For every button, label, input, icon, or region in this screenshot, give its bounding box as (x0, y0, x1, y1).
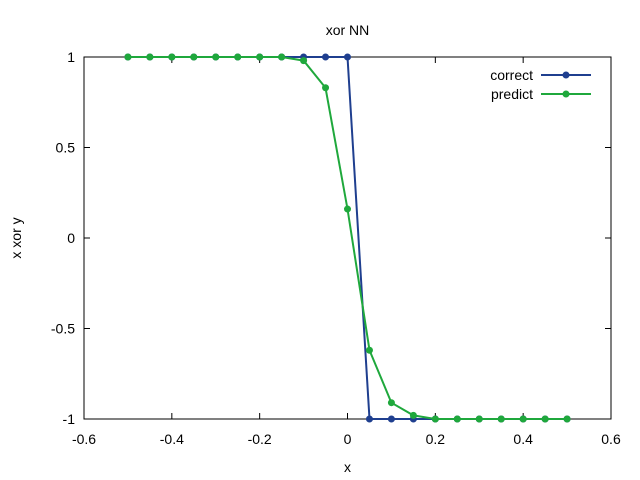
y-tick-label: -0.5 (51, 321, 75, 337)
data-point-correct (365, 415, 373, 423)
plot-frame (83, 56, 612, 420)
y-tick-label: 0 (67, 230, 75, 246)
data-point-predict (256, 53, 264, 61)
legend-swatch-marker (562, 90, 570, 98)
data-point-correct (387, 415, 395, 423)
data-point-predict (453, 415, 461, 423)
data-point-correct (322, 53, 330, 61)
series-correct (124, 53, 571, 423)
data-point-predict (146, 53, 154, 61)
series-line-correct (127, 56, 568, 420)
legend-swatch-marker (562, 71, 570, 79)
data-point-predict (322, 84, 330, 92)
x-tick-label: -0.6 (72, 431, 96, 447)
y-tick-label: -1 (63, 411, 76, 427)
data-point-predict (387, 399, 395, 407)
series-layer (124, 53, 571, 423)
x-tick-label: 0.6 (601, 431, 621, 447)
x-tick-label: 0 (344, 431, 352, 447)
x-tick-label: 0.2 (426, 431, 446, 447)
data-point-predict (344, 205, 351, 213)
x-axis-label: x (344, 459, 351, 475)
x-tick-label: -0.4 (160, 431, 184, 447)
data-point-predict (168, 53, 176, 61)
data-point-predict (563, 415, 571, 423)
data-point-predict (234, 53, 242, 61)
x-tick-label: -0.2 (248, 431, 272, 447)
data-point-predict (124, 53, 132, 61)
data-point-predict (541, 415, 549, 423)
data-point-predict (519, 415, 527, 423)
data-point-predict (190, 53, 198, 61)
y-tick-label: 0.5 (56, 140, 76, 156)
data-point-predict (300, 57, 308, 65)
data-point-predict (409, 411, 417, 419)
series-predict (124, 53, 571, 423)
y-tick-label: 1 (67, 49, 75, 65)
data-point-predict (475, 415, 483, 423)
data-point-predict (278, 53, 286, 61)
series-line-predict (127, 56, 568, 420)
legend: correct predict (490, 67, 591, 102)
data-point-predict (431, 415, 439, 423)
data-point-predict (497, 415, 505, 423)
ticks-layer: -0.6 -0.4 -0.2 0 0.2 0.4 0.6 -1 -0.5 0 0.5 1 (51, 49, 621, 447)
legend-label: predict (491, 86, 533, 102)
chart-title: xor NN (326, 22, 370, 38)
x-tick-label: 0.4 (513, 431, 533, 447)
legend-label: correct (490, 67, 533, 83)
data-point-predict (365, 346, 373, 354)
data-point-predict (212, 53, 220, 61)
legend-item-correct: correct (490, 67, 591, 83)
legend-item-predict: predict (491, 86, 591, 102)
y-axis-label: x xor y (8, 217, 24, 258)
data-point-correct (344, 53, 351, 61)
